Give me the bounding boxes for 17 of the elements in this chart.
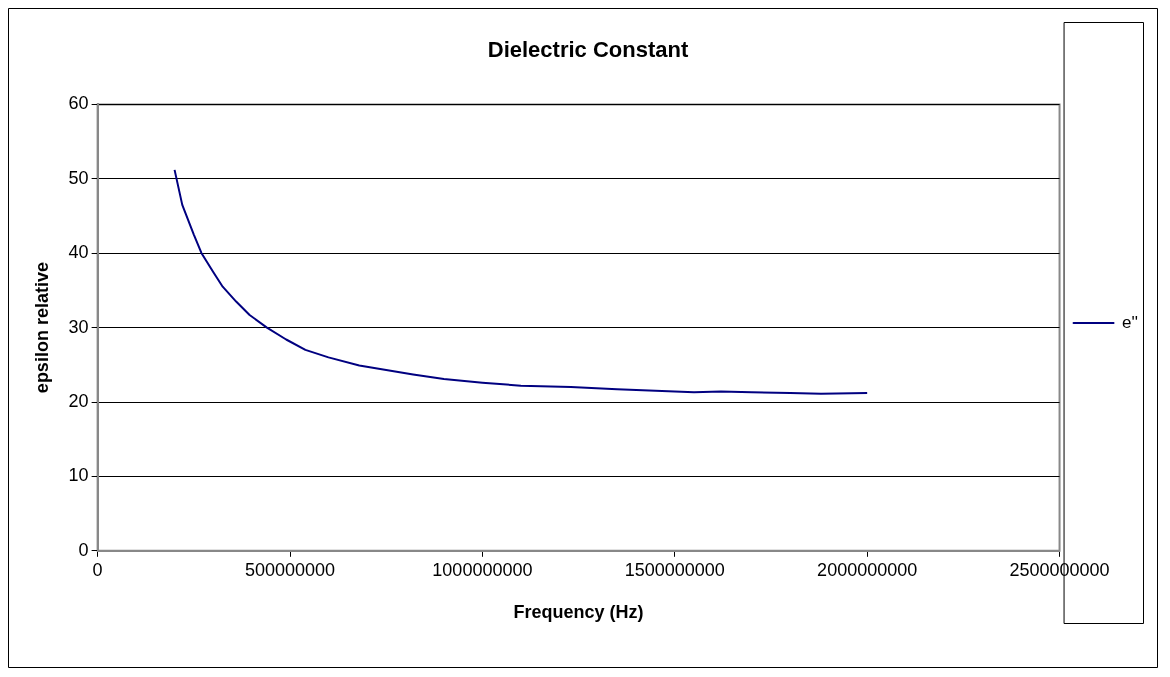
y-tick-label: 10 <box>68 465 89 486</box>
y-tick-label: 0 <box>78 539 89 560</box>
y-tick-label: 50 <box>68 167 89 188</box>
y-tick-label: 40 <box>68 242 89 263</box>
x-tick-label: 1000000000 <box>432 559 533 580</box>
chart-title: Dielectric Constant <box>487 37 689 63</box>
x-tick-label: 0 <box>92 559 103 580</box>
x-tick-label: 1500000000 <box>624 559 725 580</box>
x-tick-label: 2500000000 <box>1009 559 1110 580</box>
y-tick-label: 20 <box>68 390 89 411</box>
x-axis-title: Frequency (Hz) <box>513 602 644 623</box>
y-axis-title: epsilon relative <box>31 262 52 394</box>
x-tick-label: 2000000000 <box>817 559 918 580</box>
y-tick-label: 30 <box>68 316 89 337</box>
x-tick-label: 500000000 <box>244 559 336 580</box>
legend-label: e'' <box>1122 312 1139 332</box>
y-tick-label: 60 <box>68 93 89 114</box>
